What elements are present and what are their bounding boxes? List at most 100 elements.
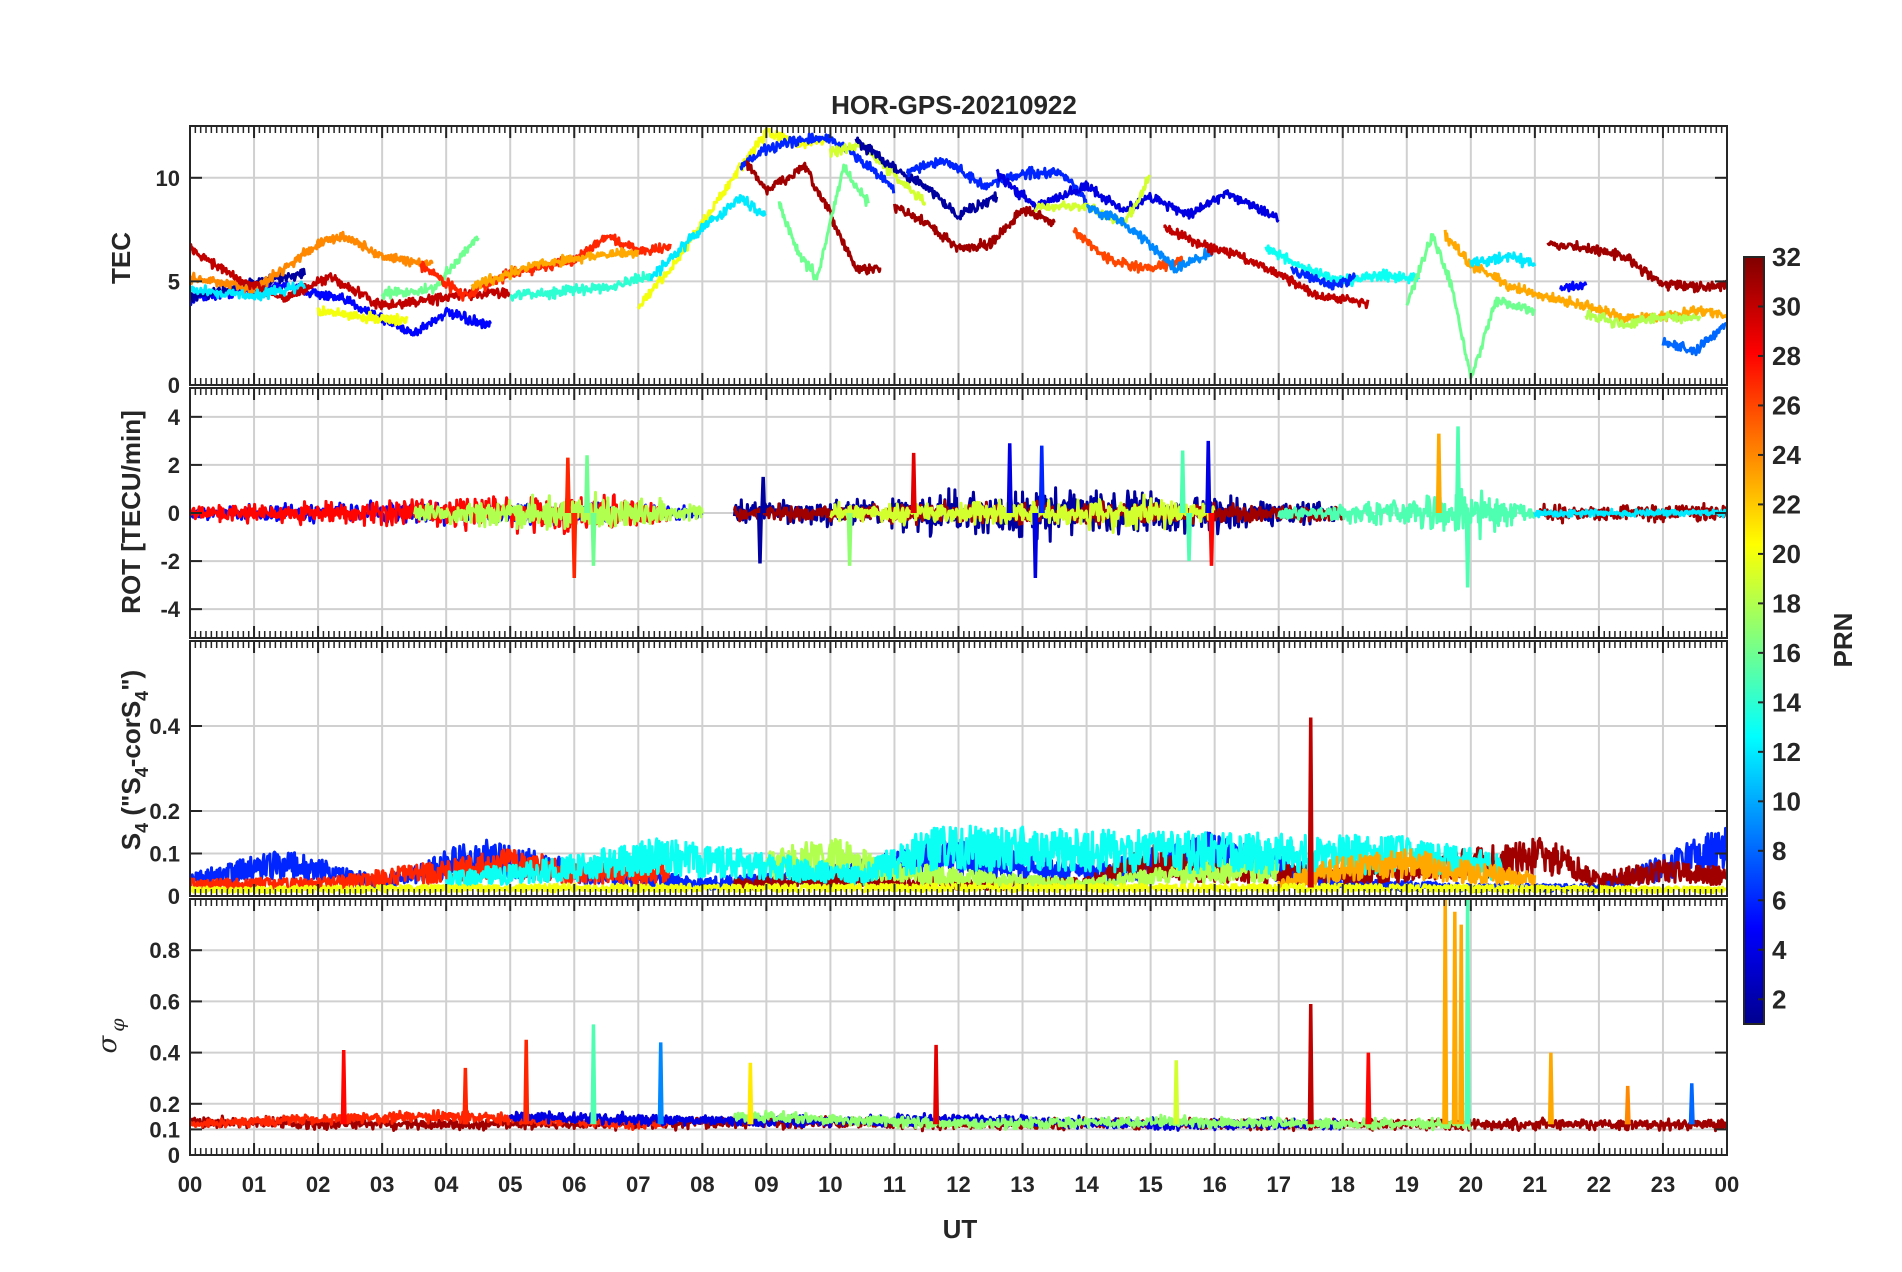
spike-prn-16 bbox=[590, 512, 597, 566]
spike-prn-30 bbox=[1307, 717, 1314, 888]
x-tick-label: 23 bbox=[1651, 1172, 1675, 1197]
y-tick-label: 0.4 bbox=[149, 714, 180, 739]
y-tick-label: -4 bbox=[160, 597, 180, 622]
colorbar-tick-label: 32 bbox=[1772, 242, 1801, 272]
spike-prn-19 bbox=[1173, 1060, 1180, 1125]
spike-prn-27 bbox=[564, 457, 571, 514]
s4-label-sub: 4 bbox=[132, 823, 152, 833]
y-tick-label: 2 bbox=[168, 453, 180, 478]
series-line-prn-18 bbox=[412, 490, 704, 531]
spike-prn-2 bbox=[756, 512, 764, 564]
spike-prn-15 bbox=[1464, 512, 1471, 588]
tec-axis-label: TEC bbox=[106, 232, 136, 284]
x-tick-label: 10 bbox=[818, 1172, 842, 1197]
sigma_phi-data bbox=[190, 899, 1727, 1133]
series-line-prn-30 bbox=[190, 243, 511, 311]
y-tick-label: 0 bbox=[168, 1143, 180, 1168]
s4-label-main: S bbox=[116, 833, 146, 850]
series-line-prn-19 bbox=[829, 493, 1216, 534]
x-axis-label: UT bbox=[943, 1214, 978, 1244]
series-line-prn-24 bbox=[190, 230, 434, 295]
x-tick-label: 16 bbox=[1202, 1172, 1226, 1197]
colorbar-tick-label: 6 bbox=[1772, 885, 1786, 915]
x-tick-label: 08 bbox=[690, 1172, 714, 1197]
series-line-prn-31 bbox=[893, 203, 1056, 253]
x-tick-label: 07 bbox=[626, 1172, 650, 1197]
y-tick-label: 0.6 bbox=[149, 989, 180, 1014]
series-line-prn-9 bbox=[1085, 204, 1216, 274]
spike-prn-23 bbox=[1458, 924, 1465, 1125]
colorbar-tick-label: 8 bbox=[1772, 836, 1786, 866]
colorbar-tick-label: 2 bbox=[1772, 984, 1786, 1014]
x-tick-label: 00 bbox=[1715, 1172, 1739, 1197]
x-tick-label: 04 bbox=[434, 1172, 459, 1197]
x-tick-label: 19 bbox=[1395, 1172, 1419, 1197]
colorbar-gradient bbox=[1743, 256, 1765, 1025]
phi-symbol: φ bbox=[107, 1018, 129, 1032]
y-tick-label: -2 bbox=[160, 549, 180, 574]
series-line-prn-6 bbox=[905, 157, 1088, 207]
y-tick-label: 0.4 bbox=[149, 1041, 180, 1066]
series-line-prn-31 bbox=[1546, 240, 1727, 294]
spike-prn-27 bbox=[462, 1067, 469, 1125]
spike-prn-21 bbox=[747, 1062, 754, 1125]
rot-axis-label: ROT [TECU/min] bbox=[116, 410, 146, 614]
series-line-prn-20 bbox=[316, 305, 409, 327]
spike-prn-23 bbox=[1547, 1052, 1554, 1125]
spike-prn-15 bbox=[1454, 426, 1462, 514]
series-line-prn-26 bbox=[1072, 227, 1184, 274]
x-tick-label: 13 bbox=[1010, 1172, 1034, 1197]
rot-panel: -4 -2 0 2 4 bbox=[160, 387, 1728, 639]
spike-prn-8 bbox=[1688, 1083, 1695, 1125]
spike-prn-28 bbox=[1208, 512, 1215, 566]
spike-prn-4 bbox=[1032, 512, 1039, 578]
spike-prn-23 bbox=[1442, 899, 1449, 1125]
x-tick-label: 01 bbox=[242, 1172, 266, 1197]
spike-prn-29 bbox=[910, 452, 917, 514]
series-line-prn-5 bbox=[1559, 280, 1588, 293]
colorbar-tick-label: 24 bbox=[1772, 440, 1801, 470]
series-line-prn-12 bbox=[1469, 251, 1537, 269]
colorbar-tick-label: 18 bbox=[1772, 588, 1801, 618]
tec-panel: 0 5 10 bbox=[156, 125, 1728, 398]
x-tick-label: 05 bbox=[498, 1172, 522, 1197]
x-tick-label: 02 bbox=[306, 1172, 330, 1197]
s4-label-mid: -corS bbox=[116, 701, 146, 767]
spike-prn-24 bbox=[1624, 1085, 1631, 1125]
spike-prn-23 bbox=[1435, 433, 1442, 514]
series-line-prn-13 bbox=[444, 824, 1504, 889]
colorbar-tick-label: 12 bbox=[1772, 737, 1801, 767]
colorbar-tick-label: 26 bbox=[1772, 390, 1801, 420]
series-line-prn-2 bbox=[854, 136, 999, 221]
spike-prn-30 bbox=[1307, 1003, 1314, 1125]
s4-label-sub3: 4 bbox=[132, 691, 152, 701]
y-tick-label: 0.1 bbox=[149, 842, 180, 867]
x-tick-label: 14 bbox=[1074, 1172, 1099, 1197]
series-line-prn-14 bbox=[509, 270, 653, 302]
x-tick-label: 00 bbox=[178, 1172, 202, 1197]
series-line-prn-18 bbox=[1584, 309, 1702, 329]
colorbar-tick-label: 22 bbox=[1772, 489, 1801, 519]
colorbar-tick-label: 16 bbox=[1772, 638, 1801, 668]
colorbar-tick-label: 20 bbox=[1772, 539, 1801, 569]
spike-prn-27 bbox=[571, 512, 578, 578]
x-tick-label: 03 bbox=[370, 1172, 394, 1197]
series-line-prn-16 bbox=[380, 235, 480, 301]
series-line-prn-12 bbox=[190, 280, 306, 302]
y-tick-label: 0.2 bbox=[149, 799, 180, 824]
s4-label-sub2: 4 bbox=[132, 767, 152, 777]
s4-panel: 0 0.1 0.2 0.4 bbox=[149, 640, 1728, 909]
sigma-phi-panel: 00.10.2 0.4 0.6 0.8 bbox=[149, 898, 1728, 1168]
series-line-prn-12 bbox=[649, 194, 767, 282]
colorbar-tick-label: 30 bbox=[1772, 291, 1801, 321]
s4-label-paren: ("S bbox=[116, 777, 146, 823]
y-tick-label: 0.2 bbox=[149, 1092, 180, 1117]
spike-prn-15 bbox=[1186, 512, 1193, 562]
series-line-prn-6 bbox=[1290, 266, 1357, 291]
rot-data bbox=[190, 426, 1727, 588]
y-tick-label: 5 bbox=[168, 269, 180, 294]
sigma-axis-label: σφ bbox=[93, 1018, 129, 1054]
spike-prn-27 bbox=[523, 1039, 530, 1125]
